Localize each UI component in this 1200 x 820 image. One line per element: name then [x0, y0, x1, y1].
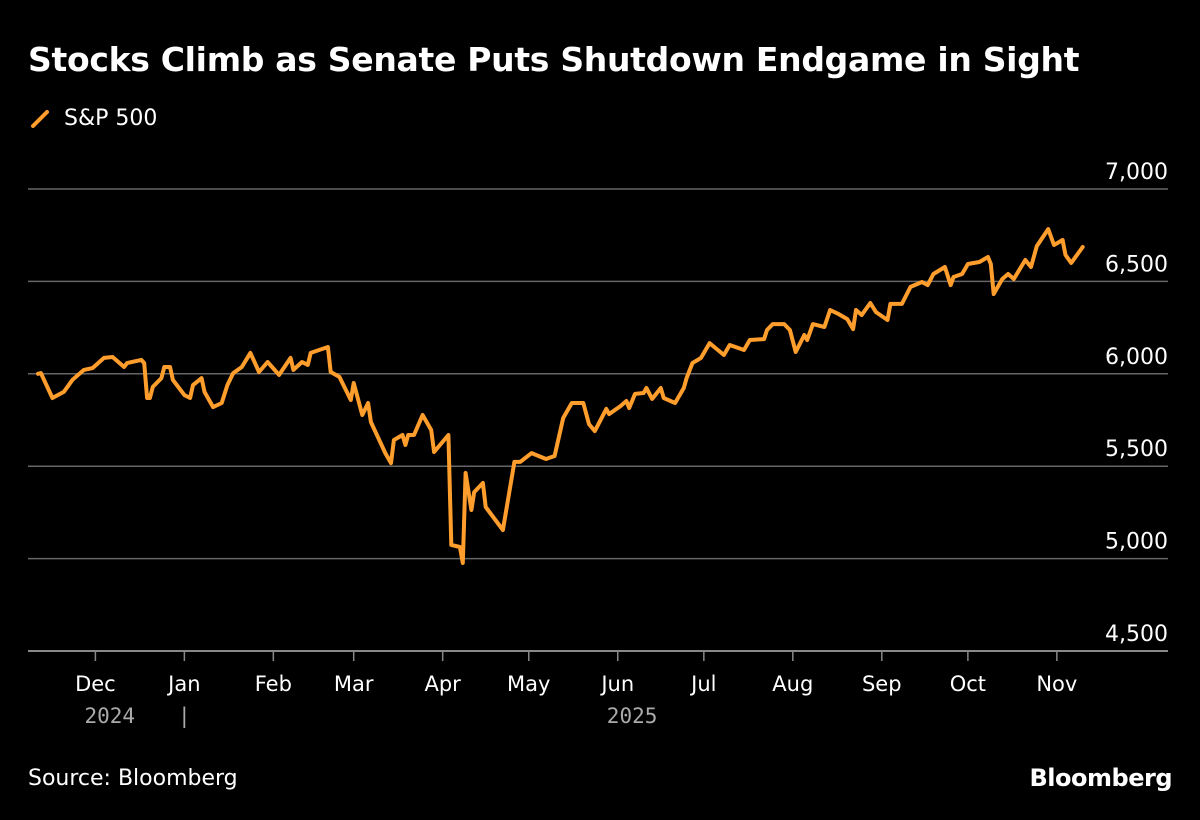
chart-title: Stocks Climb as Senate Puts Shutdown End… [28, 40, 1080, 79]
y-tick-label: 5,000 [1105, 530, 1168, 555]
x-tick-label: Oct [950, 672, 986, 696]
x-tick-label: May [507, 672, 550, 696]
y-tick-label: 4,500 [1105, 622, 1168, 647]
source-note: Source: Bloomberg [28, 766, 238, 791]
x-tick-label: Feb [255, 672, 292, 696]
year-label: 2025 [607, 704, 658, 728]
x-tick-label: Sep [862, 672, 902, 696]
y-tick-label: 7,000 [1105, 160, 1168, 185]
year-label: | [178, 704, 191, 729]
y-tick-label: 6,000 [1105, 345, 1168, 370]
x-tick-label: Jun [599, 672, 634, 696]
x-tick-label: Aug [772, 672, 813, 696]
y-tick-label: 6,500 [1105, 252, 1168, 277]
year-label: 2024 [84, 704, 135, 728]
x-tick-label: Mar [334, 672, 374, 696]
x-tick-label: Jul [689, 672, 716, 696]
bloomberg-logo: Bloomberg [1029, 764, 1173, 792]
x-tick-label: Dec [75, 672, 116, 696]
x-tick-label: Jan [166, 672, 200, 696]
y-tick-label: 5,500 [1105, 437, 1168, 462]
series-line-sp500 [36, 227, 1085, 565]
legend-swatch-icon [31, 109, 49, 128]
legend-label: S&P 500 [64, 106, 158, 131]
x-tick-label: Nov [1036, 672, 1077, 696]
x-tick-label: Apr [424, 672, 461, 696]
legend: S&P 500 [30, 106, 157, 131]
